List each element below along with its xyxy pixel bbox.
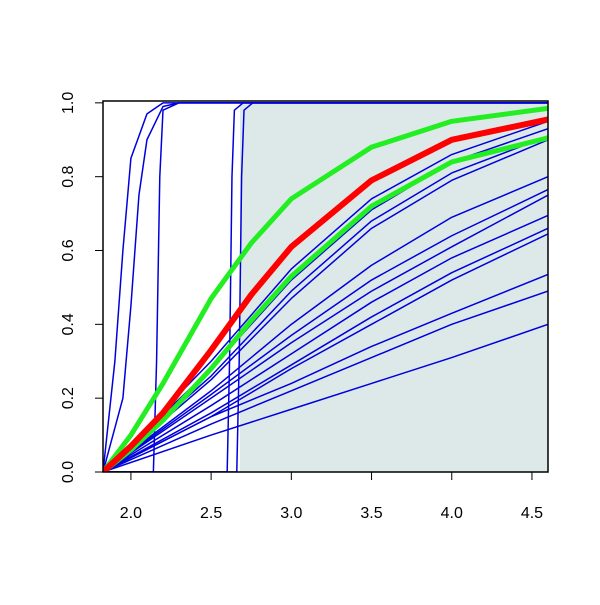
series-line <box>103 214 548 472</box>
series-line <box>103 188 548 472</box>
x-tick-label: 3.0 <box>280 505 302 522</box>
plot-lines <box>103 102 548 472</box>
series-line <box>103 323 548 472</box>
shaded-region <box>239 101 548 472</box>
series-line <box>103 102 548 472</box>
x-tick-label: 2.5 <box>200 505 222 522</box>
series-line <box>103 102 548 472</box>
series-line <box>103 135 548 472</box>
y-tick-label: 1.0 <box>60 92 77 114</box>
series-line <box>103 139 548 472</box>
x-tick-label: 3.5 <box>360 505 382 522</box>
y-tick-label: 0.2 <box>60 387 77 409</box>
y-tick-label: 0.0 <box>60 461 77 483</box>
series-line <box>103 105 548 472</box>
series-line <box>103 102 548 472</box>
series-line <box>103 120 548 472</box>
y-tick-label: 0.8 <box>60 165 77 187</box>
series-line <box>103 135 548 472</box>
y-tick-label: 0.4 <box>60 313 77 335</box>
x-tick-label: 4.5 <box>521 505 543 522</box>
x-tick-label: 4.0 <box>441 505 463 522</box>
series-line <box>103 175 548 472</box>
series-line <box>103 194 548 472</box>
series-line <box>103 102 548 472</box>
series-line <box>103 273 548 472</box>
series-line <box>103 116 548 472</box>
x-tick-label: 2.0 <box>120 505 142 522</box>
y-tick-label: 0.6 <box>60 239 77 261</box>
series-line <box>103 227 548 472</box>
series-line <box>103 290 548 472</box>
